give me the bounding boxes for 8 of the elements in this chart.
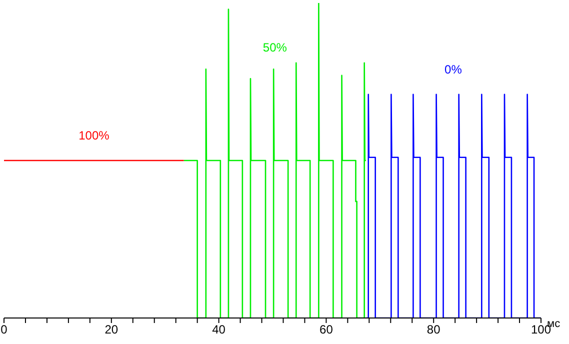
x-tick-label: 40 <box>212 322 226 337</box>
x-tick-label: 0 <box>0 322 8 337</box>
x-tick-label: 80 <box>426 322 441 337</box>
series-label: 50% <box>262 40 288 54</box>
series-label: 100% <box>78 128 110 143</box>
series-label: 0% <box>444 62 462 76</box>
x-tick-label: 60 <box>320 322 334 337</box>
x-tick-label: 20 <box>104 322 118 337</box>
